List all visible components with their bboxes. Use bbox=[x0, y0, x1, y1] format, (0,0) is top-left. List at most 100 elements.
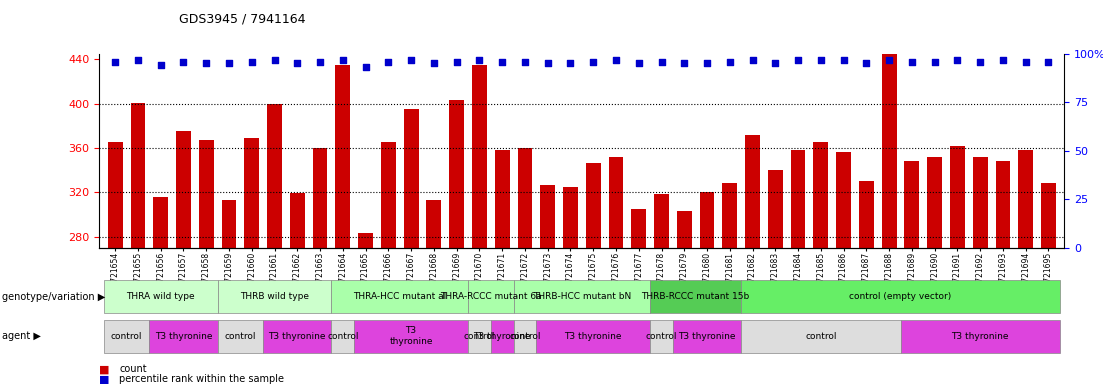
Bar bbox=[381, 142, 396, 384]
Text: ■: ■ bbox=[99, 364, 110, 374]
Point bbox=[106, 58, 124, 65]
Text: T3 thyronine: T3 thyronine bbox=[154, 332, 212, 341]
Bar bbox=[699, 192, 715, 384]
Point bbox=[790, 56, 807, 63]
Point bbox=[721, 58, 739, 65]
Bar bbox=[904, 161, 919, 384]
Text: T3 thyronine: T3 thyronine bbox=[268, 332, 326, 341]
Bar bbox=[722, 184, 737, 384]
Point bbox=[311, 58, 329, 65]
Point bbox=[243, 58, 260, 65]
Point bbox=[675, 60, 693, 66]
Point bbox=[1017, 58, 1035, 65]
Point bbox=[607, 56, 624, 63]
Point bbox=[925, 58, 943, 65]
Bar bbox=[654, 194, 668, 384]
Point bbox=[994, 56, 1011, 63]
Text: GDS3945 / 7941164: GDS3945 / 7941164 bbox=[180, 12, 306, 25]
Point bbox=[174, 58, 192, 65]
Point bbox=[471, 56, 489, 63]
Text: T3 thyronine: T3 thyronine bbox=[678, 332, 736, 341]
Text: T3
thyronine: T3 thyronine bbox=[389, 326, 432, 346]
Text: THRA-RCCC mutant 6a: THRA-RCCC mutant 6a bbox=[440, 292, 542, 301]
Text: THRA wild type: THRA wild type bbox=[127, 292, 195, 301]
Bar bbox=[312, 148, 328, 384]
Text: control: control bbox=[225, 332, 256, 341]
Text: count: count bbox=[119, 364, 147, 374]
Point bbox=[698, 60, 716, 66]
Bar bbox=[199, 140, 214, 384]
Bar bbox=[746, 135, 760, 384]
Bar bbox=[996, 161, 1010, 384]
Text: control: control bbox=[510, 332, 540, 341]
Text: control: control bbox=[110, 332, 142, 341]
Bar bbox=[677, 211, 692, 384]
Point bbox=[903, 58, 921, 65]
Text: control: control bbox=[645, 332, 677, 341]
Bar bbox=[928, 157, 942, 384]
Bar bbox=[813, 142, 828, 384]
Point bbox=[403, 56, 420, 63]
Bar bbox=[950, 146, 965, 384]
Text: THRB wild type: THRB wild type bbox=[240, 292, 309, 301]
Bar bbox=[563, 187, 578, 384]
Bar bbox=[586, 164, 601, 384]
Bar bbox=[768, 170, 783, 384]
Bar bbox=[631, 209, 646, 384]
Text: ■: ■ bbox=[99, 374, 110, 384]
Point bbox=[539, 60, 557, 66]
Point bbox=[630, 60, 647, 66]
Point bbox=[1040, 58, 1058, 65]
Bar bbox=[176, 131, 191, 384]
Point bbox=[379, 58, 397, 65]
Point bbox=[221, 60, 238, 66]
Bar bbox=[267, 104, 282, 384]
Point bbox=[561, 60, 579, 66]
Text: THRB-RCCC mutant 15b: THRB-RCCC mutant 15b bbox=[642, 292, 750, 301]
Point bbox=[880, 56, 898, 63]
Text: control: control bbox=[805, 332, 836, 341]
Bar bbox=[836, 152, 852, 384]
Point bbox=[653, 58, 671, 65]
Text: control: control bbox=[328, 332, 358, 341]
Bar bbox=[1018, 150, 1034, 384]
Point bbox=[266, 56, 283, 63]
Bar bbox=[609, 157, 623, 384]
Text: THRB-HCC mutant bN: THRB-HCC mutant bN bbox=[533, 292, 631, 301]
Point bbox=[743, 56, 761, 63]
Point bbox=[812, 56, 829, 63]
Bar bbox=[973, 157, 987, 384]
Point bbox=[152, 62, 170, 68]
Point bbox=[197, 60, 215, 66]
Point bbox=[585, 58, 602, 65]
Bar bbox=[335, 65, 351, 384]
Bar bbox=[1041, 184, 1056, 384]
Bar bbox=[859, 181, 874, 384]
Point bbox=[767, 60, 784, 66]
Bar bbox=[404, 109, 418, 384]
Bar bbox=[290, 194, 304, 384]
Bar bbox=[517, 148, 533, 384]
Bar bbox=[472, 65, 486, 384]
Text: THRA-HCC mutant al: THRA-HCC mutant al bbox=[353, 292, 447, 301]
Text: control (empty vector): control (empty vector) bbox=[849, 292, 952, 301]
Bar bbox=[153, 197, 168, 384]
Bar bbox=[245, 138, 259, 384]
Point bbox=[448, 58, 465, 65]
Text: T3 thyronine: T3 thyronine bbox=[952, 332, 1009, 341]
Bar bbox=[495, 150, 510, 384]
Bar bbox=[540, 185, 555, 384]
Point bbox=[334, 56, 352, 63]
Point bbox=[289, 60, 307, 66]
Point bbox=[972, 58, 989, 65]
Bar bbox=[881, 48, 897, 384]
Point bbox=[493, 58, 511, 65]
Point bbox=[356, 64, 374, 70]
Point bbox=[425, 60, 442, 66]
Bar bbox=[222, 200, 236, 384]
Point bbox=[129, 56, 147, 63]
Text: T3 thyronine: T3 thyronine bbox=[565, 332, 622, 341]
Text: genotype/variation ▶: genotype/variation ▶ bbox=[2, 291, 106, 302]
Text: control: control bbox=[463, 332, 495, 341]
Bar bbox=[449, 100, 464, 384]
